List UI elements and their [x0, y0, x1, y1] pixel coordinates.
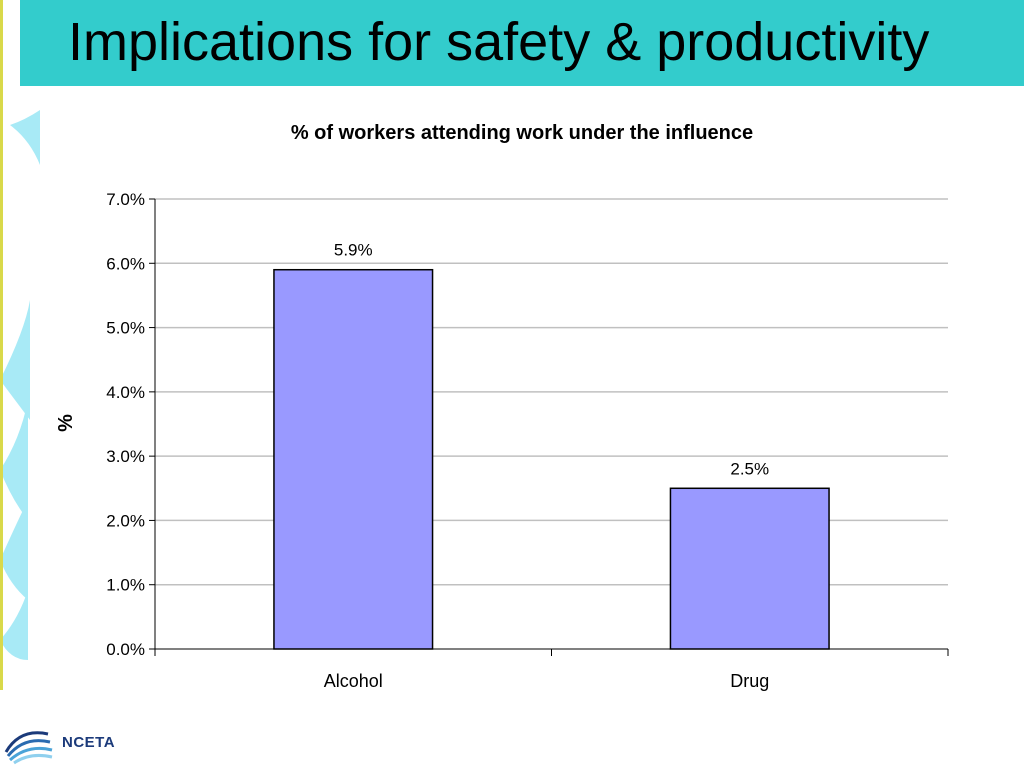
- bar-alcohol: [273, 268, 434, 650]
- logo-text: NCETA: [62, 734, 116, 751]
- left-accent-line: [0, 0, 3, 690]
- left-wave-decoration: [0, 110, 40, 660]
- wave-shape: [0, 500, 28, 600]
- wave-shape: [0, 590, 28, 660]
- nceta-swirl-icon: [4, 731, 53, 765]
- labels: 0.0% 1.0% 2.0% 3.0% 4.0% 5.0% 6.0% 7.0% 5.9% Alco…: [106, 190, 769, 691]
- bar-chart: % of workers attending work under the in…: [55, 122, 949, 691]
- y-axis-label: %: [55, 414, 77, 432]
- wave-shape: [10, 110, 40, 165]
- wave-shape: [0, 300, 30, 420]
- wave-shape: [0, 400, 28, 520]
- y-tick-label: 2.0%: [106, 511, 145, 530]
- y-tick-label: 3.0%: [106, 447, 145, 466]
- y-tick-label: 4.0%: [106, 383, 145, 402]
- data-label: 5.9%: [334, 241, 373, 260]
- y-tick-label: 0.0%: [106, 640, 145, 659]
- x-tick-label: Drug: [730, 671, 769, 691]
- x-tick-label: Alcohol: [324, 671, 383, 691]
- data-label: 2.5%: [730, 459, 769, 478]
- chart-title: % of workers attending work under the in…: [291, 122, 753, 144]
- nceta-logo: NCETA: [0, 722, 160, 768]
- y-tick-label: 7.0%: [106, 190, 145, 209]
- y-tick-label: 5.0%: [106, 319, 145, 338]
- slide-title: Implications for safety & productivity: [68, 12, 930, 72]
- y-tick-label: 1.0%: [106, 576, 145, 595]
- y-tick-label: 6.0%: [106, 254, 145, 273]
- bar-drug: [669, 487, 830, 650]
- title-bar: Implications for safety & productivity: [20, 0, 1024, 86]
- axes: [149, 198, 949, 656]
